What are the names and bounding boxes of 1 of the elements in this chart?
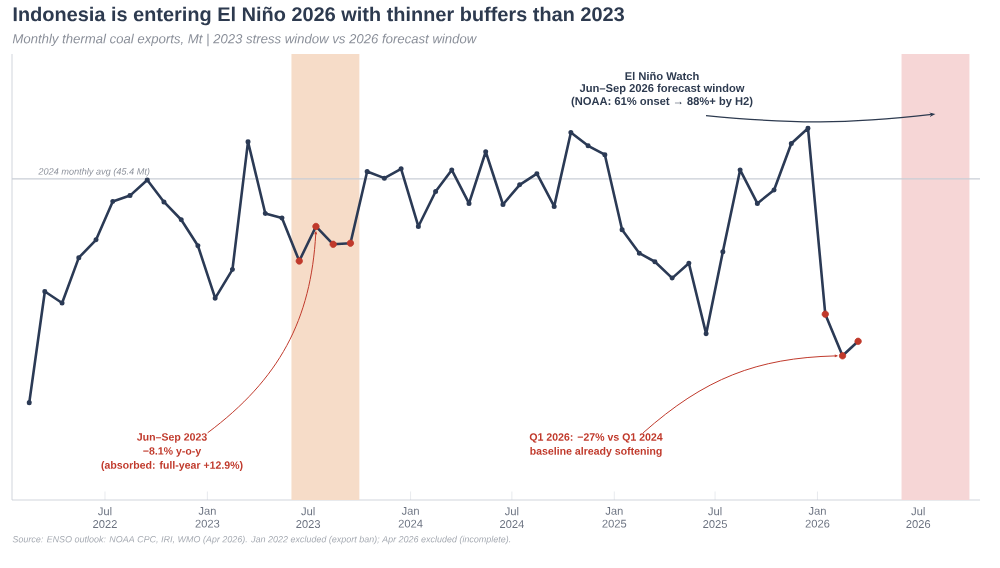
chart-title: Indonesia is entering El Niño 2026 with thinner buffers than 2023 bbox=[13, 6, 624, 26]
